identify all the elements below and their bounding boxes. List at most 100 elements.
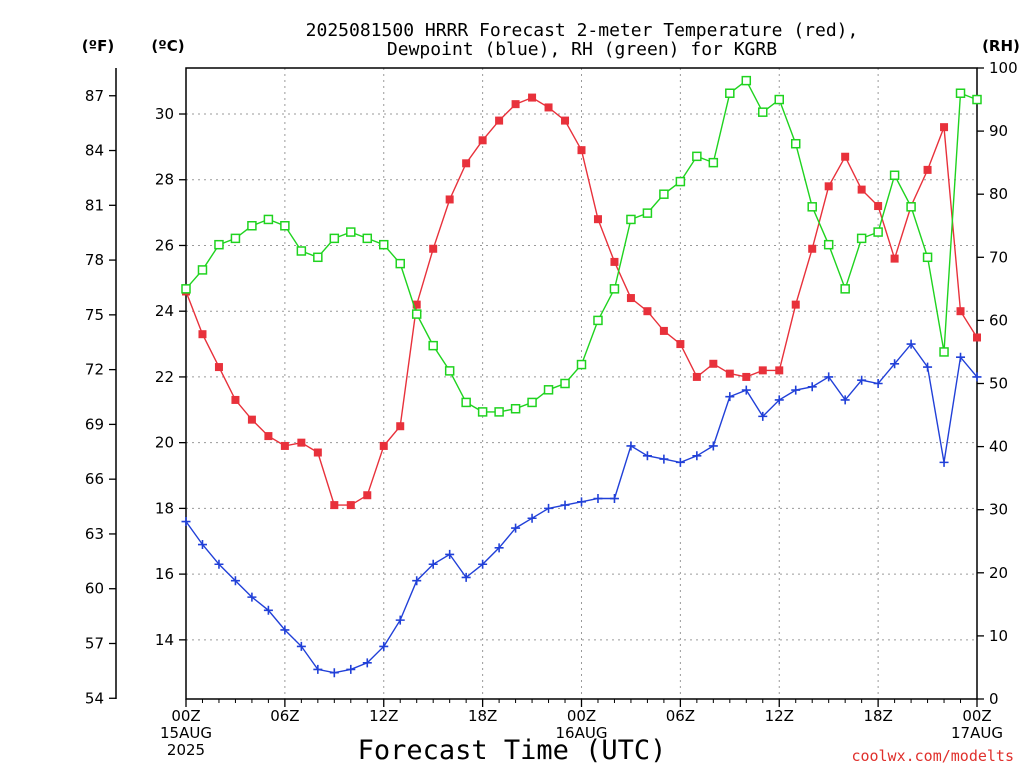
celsius-tick-label: 28 — [155, 171, 174, 189]
temperature-point — [742, 372, 751, 381]
temperature-point — [709, 359, 718, 368]
rh-point — [379, 239, 389, 250]
rh-point — [758, 107, 768, 117]
dewpoint-point — [923, 362, 933, 372]
x-tick-label: 18Z — [863, 707, 892, 725]
celsius-unit-label: (ºC) — [151, 37, 184, 55]
celsius-tick-label: 18 — [155, 499, 174, 517]
fahrenheit-tick-label: 63 — [85, 525, 104, 543]
celsius-tick-label: 24 — [155, 302, 174, 320]
fahrenheit-tick-label: 57 — [85, 634, 104, 652]
temperature-point — [313, 448, 322, 457]
rh-point — [906, 202, 916, 212]
temperature-point — [593, 215, 602, 224]
fahrenheit-tick-label: 72 — [85, 361, 104, 379]
data-series — [181, 75, 982, 678]
temperature-point — [890, 254, 899, 263]
temperature-point — [610, 257, 619, 266]
rh-point — [214, 239, 224, 250]
temperature-point — [561, 116, 570, 125]
fahrenheit-tick-label: 81 — [85, 196, 104, 214]
temperature-point — [940, 123, 949, 132]
x-tick-label: 06Z — [270, 707, 299, 725]
dewpoint-point — [890, 359, 900, 369]
credit-link[interactable]: coolwx.com/modelts — [851, 747, 1014, 765]
celsius-tick-label: 16 — [155, 565, 174, 583]
rh-unit-label: (RH) — [982, 37, 1020, 55]
fahrenheit-tick-label: 60 — [85, 580, 104, 598]
rh-tick-label: 30 — [989, 501, 1008, 519]
dewpoint-point — [313, 664, 323, 674]
dewpoint-point — [280, 625, 290, 635]
dewpoint-point — [263, 605, 273, 615]
temperature-point — [692, 372, 701, 381]
dewpoint-point — [873, 379, 883, 388]
x-tick-label: 2025 — [167, 741, 205, 759]
rh-point — [346, 227, 356, 237]
rh-point — [395, 258, 405, 269]
x-tick-label: 12Z — [765, 707, 794, 725]
temperature-point — [775, 366, 784, 375]
dewpoint-point — [478, 559, 488, 569]
rh-point — [972, 94, 982, 105]
dewpoint-point — [840, 395, 850, 405]
x-tick-label: 00Z — [567, 707, 596, 725]
dewpoint-point — [379, 641, 389, 651]
fahrenheit-tick-label: 69 — [85, 415, 104, 433]
rh-point — [642, 208, 653, 218]
temperature-point — [429, 244, 438, 253]
temperature-point — [659, 326, 668, 335]
temperature-point — [346, 501, 355, 510]
rh-point — [675, 176, 686, 187]
temperature-point — [956, 307, 965, 316]
dewpoint-point — [741, 385, 751, 395]
rh-tick-label: 60 — [989, 311, 1008, 329]
temperature-point — [808, 244, 817, 253]
rh-point — [840, 284, 850, 294]
dewpoint-point — [511, 523, 521, 533]
x-tick-label: 06Z — [666, 707, 695, 725]
dewpoint-point — [824, 372, 834, 382]
rh-point — [477, 407, 488, 417]
rh-point — [313, 252, 323, 263]
temperature-point — [495, 116, 504, 125]
temperature-point — [824, 182, 833, 191]
fahrenheit-tick-label: 78 — [85, 251, 104, 269]
dewpoint-point — [609, 494, 619, 504]
dewpoint-point — [956, 352, 966, 362]
rh-point — [774, 94, 784, 105]
rh-point — [692, 151, 702, 162]
rh-point — [856, 233, 867, 244]
temperature-point — [923, 165, 932, 174]
dewpoint-point — [181, 517, 191, 527]
dewpoint-point — [214, 559, 224, 569]
dewpoint-point — [527, 513, 537, 523]
celsius-tick-label: 20 — [155, 434, 174, 452]
temperature-point — [264, 432, 273, 441]
temperature-point — [874, 202, 883, 211]
dewpoint-point — [494, 543, 504, 553]
rh-tick-label: 80 — [989, 185, 1008, 203]
fahrenheit-tick-label: 84 — [85, 142, 104, 160]
dewpoint-point — [346, 664, 356, 674]
rh-tick-label: 0 — [989, 690, 999, 708]
rh-point — [560, 378, 570, 389]
rh-point — [329, 233, 340, 244]
temperature-point — [511, 100, 520, 109]
temperature-point — [445, 195, 454, 204]
temperature-point — [528, 93, 537, 102]
dewpoint-point — [296, 641, 306, 651]
temperature-point — [214, 363, 223, 372]
dewpoint-point — [560, 500, 570, 510]
rh-point — [197, 265, 208, 275]
rh-series — [181, 75, 982, 417]
temperature-point — [330, 501, 339, 510]
dewpoint-point — [197, 540, 207, 550]
rh-point — [444, 366, 455, 376]
dewpoint-point — [577, 497, 586, 507]
celsius-tick-label: 26 — [155, 236, 174, 254]
rh-point — [247, 221, 257, 231]
dewpoint-point — [428, 559, 438, 569]
dewpoint-point — [708, 441, 718, 451]
